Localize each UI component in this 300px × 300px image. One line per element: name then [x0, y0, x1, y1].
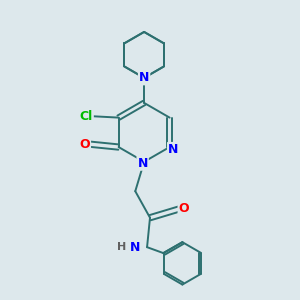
Text: O: O — [178, 202, 189, 215]
Text: Cl: Cl — [80, 110, 93, 123]
Text: H: H — [117, 242, 127, 252]
Text: N: N — [139, 71, 149, 84]
Text: N: N — [130, 241, 140, 254]
Text: N: N — [168, 143, 178, 156]
Text: N: N — [137, 157, 148, 170]
Text: O: O — [80, 138, 90, 151]
